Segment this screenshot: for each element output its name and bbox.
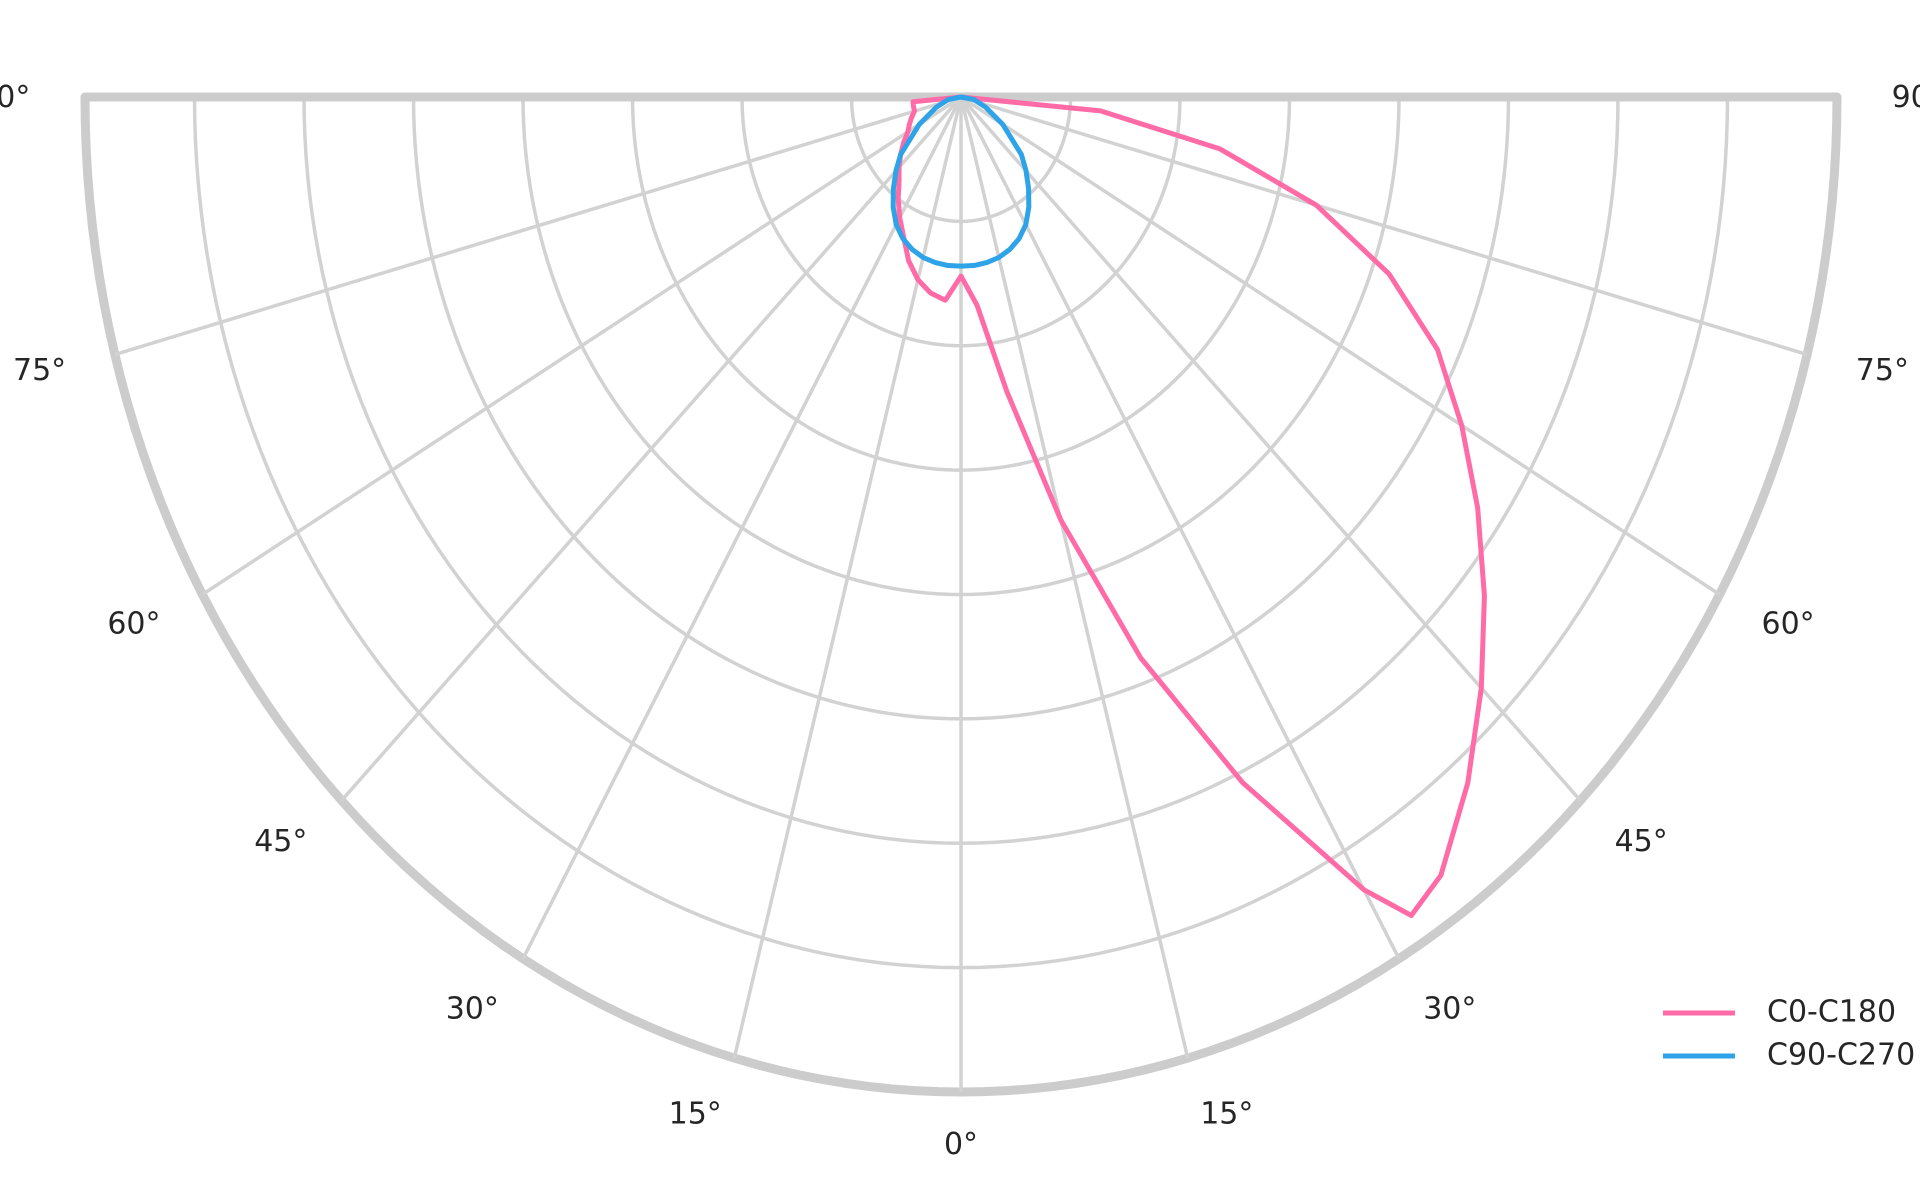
grid-spoke xyxy=(960,95,1721,596)
series-layer xyxy=(890,94,1487,918)
legend-label-1: C90-C270 xyxy=(1767,1038,1915,1073)
angle-label-right-75: 75° xyxy=(1856,353,1909,388)
grid-spoke xyxy=(201,95,962,596)
angle-label-right-15: 15° xyxy=(1200,1097,1253,1132)
grid-spoke xyxy=(114,95,962,357)
series-curve-c0-c180 xyxy=(895,94,1487,918)
angle-label-right-30: 30° xyxy=(1423,992,1476,1027)
angle-label-left-30: 30° xyxy=(446,992,499,1027)
grid-spoke xyxy=(959,95,1582,802)
legend: C0-C180 C90-C270 xyxy=(1663,995,1915,1073)
grid-layer xyxy=(80,92,1842,1097)
grid-spoke xyxy=(959,96,1401,960)
legend-label-0: C0-C180 xyxy=(1767,995,1896,1030)
angle-label-left-15: 15° xyxy=(669,1097,722,1132)
grid-spoke xyxy=(521,96,963,960)
angle-label-right-60: 60° xyxy=(1762,606,1815,641)
grid-spoke xyxy=(960,95,1808,357)
angle-label-center-0: 0° xyxy=(944,1127,978,1162)
axis-labels-layer: 90° 75° 60° 45° 30° 15° 90° 75° 60° 45° 30° 15° 0° xyxy=(0,80,1920,1162)
grid-spoke xyxy=(732,96,963,1059)
angle-label-left-45: 45° xyxy=(254,824,307,859)
angle-label-right-45: 45° xyxy=(1615,824,1668,859)
angle-label-left-90: 90° xyxy=(0,80,30,115)
series-curve-c90-c270 xyxy=(890,94,1032,269)
angle-label-right-90: 90° xyxy=(1892,80,1920,115)
grid-spoke xyxy=(959,96,1190,1059)
angle-label-left-60: 60° xyxy=(107,606,160,641)
grid-spoke xyxy=(340,95,963,802)
angle-label-left-75: 75° xyxy=(13,353,66,388)
